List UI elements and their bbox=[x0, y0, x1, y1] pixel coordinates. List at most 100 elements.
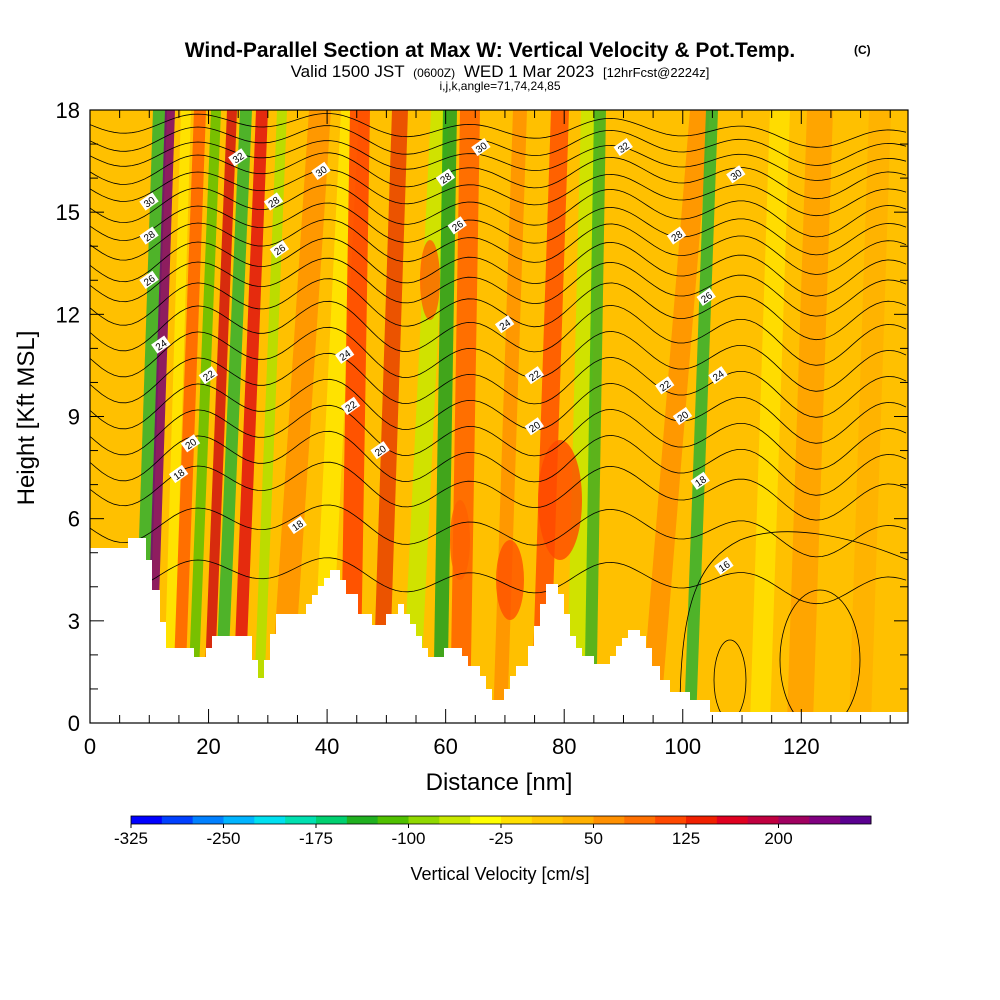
colorbar-swatch bbox=[192, 816, 224, 824]
colorbar-swatch bbox=[377, 816, 409, 824]
theta-contour-line bbox=[90, 404, 907, 470]
contour-label: 22 bbox=[524, 366, 545, 385]
contour-label: 32 bbox=[613, 137, 633, 157]
velocity-band bbox=[214, 110, 252, 723]
theta-contour-line bbox=[90, 557, 907, 605]
x-axis-label: Distance [nm] bbox=[426, 769, 573, 796]
contour-label: 24 bbox=[151, 335, 171, 354]
colorbar-label: 200 bbox=[764, 829, 792, 848]
contour-label: 26 bbox=[447, 216, 467, 235]
contour-label: 24 bbox=[494, 315, 515, 334]
velocity-band bbox=[253, 110, 287, 723]
contour-label: 18 bbox=[287, 515, 307, 535]
contour-label: 20 bbox=[180, 434, 201, 453]
velocity-blob bbox=[420, 240, 440, 320]
contour-label: 30 bbox=[311, 161, 331, 180]
contour-label: 22 bbox=[198, 366, 219, 385]
contour-label: 30 bbox=[139, 192, 159, 211]
theta-contour-line bbox=[90, 113, 907, 148]
x-tick-label: 80 bbox=[552, 734, 576, 759]
contour-label: 28 bbox=[666, 226, 687, 245]
colorbar-swatch bbox=[316, 816, 348, 824]
theta-contour-line bbox=[90, 300, 907, 366]
contour-label: 24 bbox=[334, 345, 355, 364]
x-tick-label: 0 bbox=[84, 734, 96, 759]
x-tick-label: 100 bbox=[664, 734, 701, 759]
contour-label: 28 bbox=[263, 192, 284, 211]
contour-label: 22 bbox=[655, 376, 675, 395]
colorbar-swatch bbox=[809, 816, 841, 824]
chart-title: Wind-Parallel Section at Max W: Vertical… bbox=[185, 39, 796, 62]
contour-labels: 30 28 26 24 22 20 18 32 28 26 30 24 22 20 18 28 26 30 24 22… bbox=[139, 137, 746, 575]
subtitle-date: WED 1 Mar 2023 bbox=[464, 62, 594, 81]
subtitle-fcst: [12hrFcst@2224z] bbox=[603, 65, 709, 80]
colorbar-label: -250 bbox=[206, 829, 240, 848]
theta-contour-line bbox=[90, 184, 907, 238]
colorbar-label: 50 bbox=[584, 829, 603, 848]
theta-contour-line bbox=[90, 219, 907, 275]
colorbar-swatch bbox=[346, 816, 379, 824]
colorbar-swatch bbox=[223, 816, 255, 824]
theta-contour-line bbox=[679, 531, 908, 713]
y-axis: 0 3 6 9 12 15 18 bbox=[56, 98, 908, 736]
velocity-band bbox=[163, 110, 191, 723]
theta-contour-line bbox=[90, 202, 907, 256]
theta-contour-line bbox=[90, 352, 907, 418]
colorbar-swatch bbox=[439, 816, 471, 824]
contour-label: 30 bbox=[726, 165, 746, 184]
colorbar-swatch bbox=[593, 816, 625, 824]
contour-label: 32 bbox=[228, 148, 248, 167]
colorbar-label: 125 bbox=[672, 829, 700, 848]
subtitle-valid: Valid 1500 JST bbox=[291, 62, 405, 81]
plot-area: 3028262422201832282630242220182826302422… bbox=[56, 98, 909, 759]
colorbar-swatch bbox=[501, 816, 533, 824]
velocity-band bbox=[311, 110, 359, 723]
contour-label: 20 bbox=[672, 406, 693, 426]
colorbar-label: -100 bbox=[391, 829, 425, 848]
y-tick-label: 3 bbox=[68, 609, 80, 634]
colorbar-label: -325 bbox=[114, 829, 148, 848]
contour-label: 20 bbox=[370, 441, 390, 460]
colorbar-swatch bbox=[161, 816, 194, 824]
y-tick-label: 9 bbox=[68, 405, 80, 430]
colorbar-swatch bbox=[655, 816, 687, 824]
theta-contour-line bbox=[90, 125, 907, 166]
velocity-band bbox=[531, 110, 569, 723]
x-axis: 0 20 40 60 80 100 120 bbox=[84, 110, 891, 759]
colorbar-swatch bbox=[531, 816, 564, 824]
theta-contour-line bbox=[90, 504, 907, 558]
contour-label: 26 bbox=[696, 287, 716, 306]
velocity-band bbox=[372, 110, 408, 723]
colorbar-swatch bbox=[778, 816, 810, 824]
y-tick-label: 0 bbox=[68, 711, 80, 736]
x-tick-label: 20 bbox=[196, 734, 220, 759]
velocity-band bbox=[203, 110, 237, 723]
y-tick-label: 6 bbox=[68, 507, 80, 532]
velocity-band bbox=[172, 110, 206, 723]
y-tick-label: 15 bbox=[56, 200, 80, 225]
colorbar: -325 -250 -175 -100 -25 50 125 200 bbox=[114, 815, 872, 848]
theta-contour-line bbox=[90, 278, 907, 341]
contour-label: 20 bbox=[524, 417, 545, 436]
colorbar-label: -25 bbox=[489, 829, 514, 848]
y-tick-label: 12 bbox=[56, 302, 80, 327]
colorbar-swatch bbox=[840, 816, 872, 824]
velocity-band bbox=[145, 110, 175, 723]
velocity-band bbox=[566, 110, 599, 723]
chart-title-tag: (C) bbox=[854, 43, 871, 57]
theta-contour-line bbox=[90, 169, 907, 217]
contour-label: 18 bbox=[690, 471, 710, 490]
contour-label: 28 bbox=[139, 226, 159, 245]
theta-contour-line bbox=[779, 589, 861, 723]
theta-contour-line bbox=[90, 257, 907, 317]
subtitle-utc: (0600Z) bbox=[413, 66, 455, 80]
colorbar-swatch bbox=[131, 816, 163, 824]
y-tick-label: 18 bbox=[56, 98, 80, 123]
x-tick-label: 120 bbox=[783, 734, 820, 759]
theta-contour-line bbox=[90, 140, 907, 181]
velocity-band bbox=[187, 110, 221, 723]
velocity-band bbox=[232, 110, 268, 723]
velocity-blob bbox=[538, 440, 582, 560]
colorbar-swatch bbox=[562, 816, 594, 824]
